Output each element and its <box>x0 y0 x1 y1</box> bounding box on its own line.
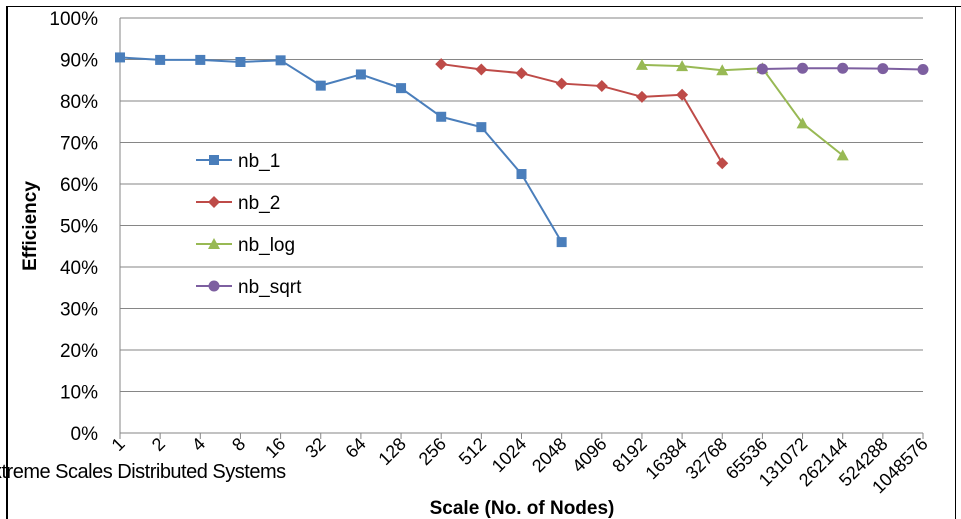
data-point <box>315 80 326 91</box>
series-nb-1 <box>115 52 567 248</box>
legend: nb_1 nb_2 nb_log nb_sqrt <box>196 151 302 298</box>
data-point <box>396 83 407 94</box>
data-point <box>516 169 527 180</box>
series-line <box>119 56 563 243</box>
data-point <box>555 77 568 90</box>
series-line <box>641 63 844 157</box>
x-tick-label: 4 <box>188 434 209 455</box>
data-point <box>556 237 567 248</box>
y-axis-title: Efficiency <box>20 181 41 271</box>
axes: 0% 10% 20% 30% 40% 50% 60% 70% 80% 90% 100% 1 2 4 8 16 3… <box>49 9 931 497</box>
data-point <box>756 63 768 75</box>
x-tick-label: 4096 <box>568 434 610 476</box>
x-tick-label: 512 <box>455 434 490 469</box>
caption-text-overlay: xtreme Scales Distributed Systems <box>0 456 420 488</box>
series-nb-log <box>635 58 849 161</box>
data-point <box>515 67 528 80</box>
x-tick-label: 1 <box>108 434 129 455</box>
data-point <box>877 63 889 75</box>
series <box>115 52 929 248</box>
series-nb-2 <box>435 58 729 170</box>
data-point <box>797 62 809 74</box>
legend-label: nb_1 <box>238 151 280 172</box>
data-point <box>475 63 488 76</box>
data-point <box>837 62 849 74</box>
series-nb-sqrt <box>756 62 929 75</box>
data-point <box>595 80 608 93</box>
y-tick-label: 70% <box>60 134 98 155</box>
y-tick-label: 20% <box>60 341 98 362</box>
y-tick-label: 50% <box>60 217 98 238</box>
y-tick-label: 40% <box>60 258 98 279</box>
legend-entry: nb_1 <box>196 151 280 172</box>
data-point <box>836 149 849 161</box>
gridlines <box>120 17 923 392</box>
legend-label: nb_sqrt <box>238 277 302 298</box>
frame-top-border <box>6 6 961 7</box>
frame-right-border <box>955 6 956 519</box>
legend-marker <box>208 280 220 292</box>
x-tick-label: 2 <box>148 434 169 455</box>
data-point <box>716 157 729 170</box>
legend-label: nb_log <box>238 235 295 256</box>
data-point <box>435 58 448 71</box>
data-point <box>355 69 366 80</box>
data-point <box>917 63 929 75</box>
data-point <box>155 54 166 65</box>
legend-entry: nb_log <box>196 235 295 256</box>
data-point <box>635 58 648 70</box>
legend-entry: nb_sqrt <box>196 277 302 298</box>
legend-marker <box>209 155 219 165</box>
x-tick-label: 16384 <box>641 434 691 484</box>
data-point <box>635 90 648 103</box>
data-point <box>275 55 286 66</box>
data-point <box>716 64 729 76</box>
legend-entry: nb_2 <box>196 193 280 214</box>
y-tick-label: 90% <box>60 51 98 72</box>
frame-left-border <box>6 6 8 519</box>
data-point <box>235 56 246 67</box>
series-line <box>441 63 724 164</box>
x-axis-title: Scale (No. of Nodes) <box>430 498 615 519</box>
legend-marker <box>208 196 220 208</box>
y-tick-label: 0% <box>71 424 99 445</box>
caption-label: xtreme Scales Distributed Systems <box>0 461 286 483</box>
y-tick-label: 60% <box>60 175 98 196</box>
x-tick-label: 1024 <box>488 434 530 476</box>
y-tick-label: 100% <box>49 9 98 30</box>
data-point <box>436 111 447 122</box>
data-point <box>476 122 487 133</box>
legend-marker <box>208 238 220 249</box>
x-tick-label: 2048 <box>528 434 570 476</box>
data-point <box>676 88 689 101</box>
x-tick-label: 8 <box>228 434 249 455</box>
data-point <box>195 54 206 65</box>
y-tick-label: 10% <box>60 383 98 404</box>
y-tick-label: 30% <box>60 300 98 321</box>
x-tick-label: 32768 <box>682 434 732 484</box>
legend-label: nb_2 <box>238 193 280 214</box>
data-point <box>796 117 809 129</box>
data-point <box>115 52 125 63</box>
y-tick-label: 80% <box>60 92 98 113</box>
data-point <box>676 60 689 72</box>
